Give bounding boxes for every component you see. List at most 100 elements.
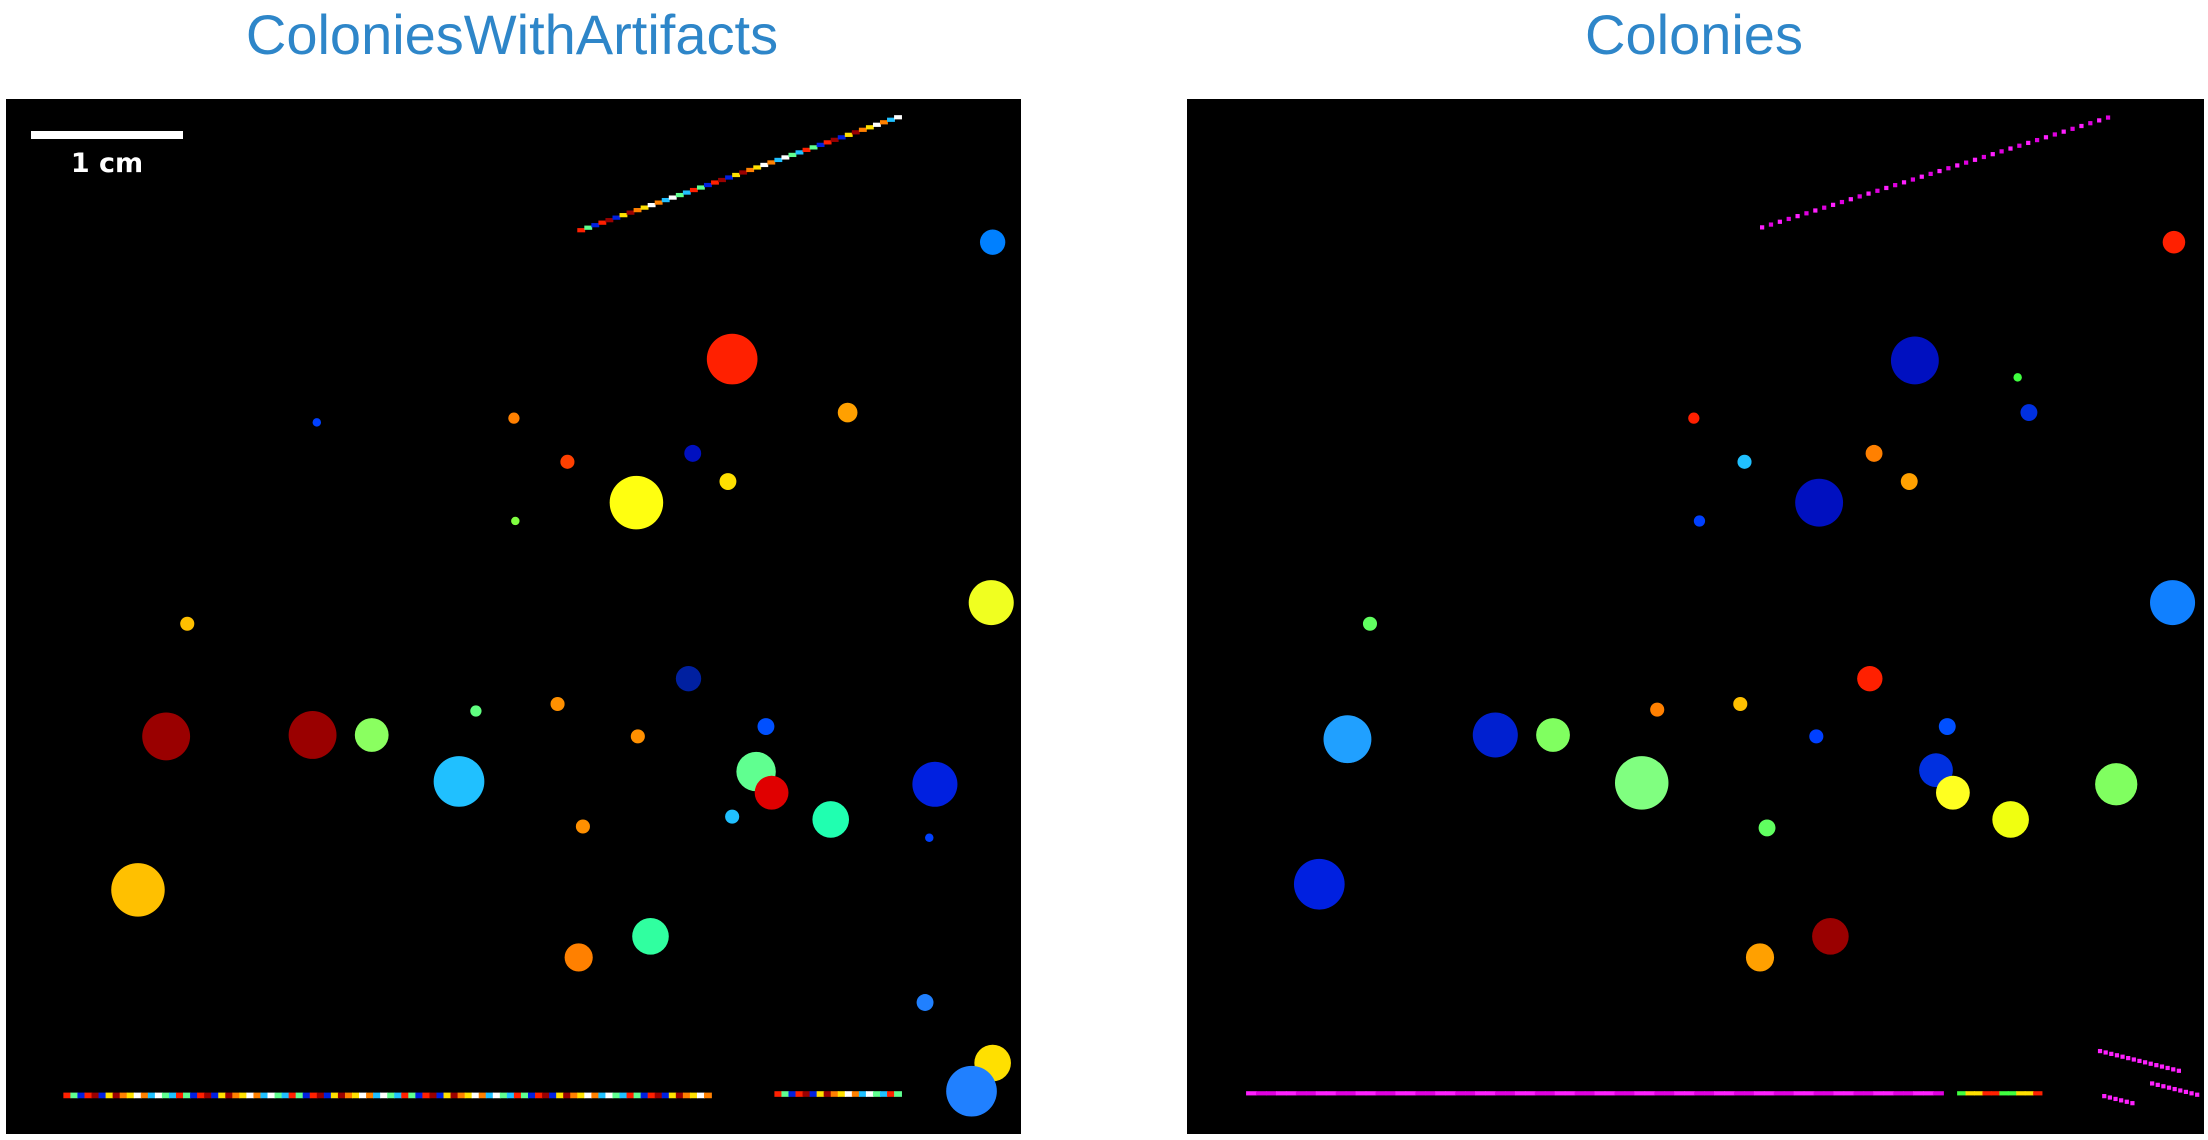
colony bbox=[429, 1092, 438, 1099]
colony bbox=[1295, 1091, 1307, 1096]
colony bbox=[1554, 1091, 1566, 1096]
colony bbox=[570, 1092, 579, 1099]
scale-bar bbox=[31, 131, 183, 139]
colony bbox=[1773, 1091, 1785, 1096]
colony bbox=[337, 1092, 346, 1099]
colony bbox=[816, 142, 825, 147]
colony bbox=[591, 1092, 600, 1099]
colony bbox=[211, 1092, 220, 1099]
colony bbox=[1293, 858, 1345, 910]
colony bbox=[457, 1092, 466, 1099]
colony bbox=[2178, 1088, 2183, 1093]
colony bbox=[2033, 1091, 2043, 1096]
colony bbox=[2124, 1099, 2129, 1104]
colony bbox=[1753, 1091, 1765, 1096]
colony bbox=[1650, 702, 1665, 717]
colony bbox=[626, 1092, 635, 1099]
colony bbox=[1813, 208, 1818, 213]
colony bbox=[2150, 1081, 2155, 1086]
colony bbox=[757, 718, 775, 735]
colony bbox=[183, 1092, 191, 1099]
colony bbox=[316, 1092, 325, 1099]
colony bbox=[640, 205, 649, 210]
colony bbox=[433, 756, 485, 807]
colony bbox=[887, 1091, 895, 1097]
colony bbox=[1999, 149, 2004, 154]
colony bbox=[2097, 118, 2102, 123]
colony bbox=[598, 1092, 607, 1099]
colony bbox=[1777, 219, 1782, 224]
colony bbox=[1743, 1091, 1755, 1096]
colony bbox=[1795, 478, 1844, 527]
colony bbox=[1536, 718, 1570, 752]
colony bbox=[654, 1092, 663, 1099]
colony bbox=[1694, 1091, 1705, 1096]
colony bbox=[1875, 188, 1880, 193]
colony bbox=[584, 225, 593, 230]
colony bbox=[1574, 1091, 1586, 1096]
colony bbox=[2113, 1096, 2118, 1102]
colony bbox=[802, 1091, 811, 1097]
colony bbox=[295, 1092, 304, 1099]
colony bbox=[1843, 1091, 1855, 1096]
colony bbox=[851, 130, 860, 135]
colony bbox=[359, 1092, 367, 1099]
colony bbox=[246, 1092, 255, 1099]
colony bbox=[84, 1092, 93, 1099]
colony bbox=[633, 1092, 642, 1099]
colony bbox=[844, 1091, 853, 1097]
colony bbox=[1830, 202, 1836, 207]
colony bbox=[682, 190, 691, 195]
colony bbox=[190, 1092, 198, 1099]
colony bbox=[640, 1092, 649, 1099]
colony bbox=[1425, 1091, 1437, 1096]
colony bbox=[1375, 1091, 1387, 1096]
colony bbox=[1494, 1091, 1506, 1096]
colony bbox=[1865, 444, 1883, 462]
colony bbox=[584, 1092, 593, 1099]
colony bbox=[1972, 157, 1978, 162]
colony bbox=[802, 147, 811, 153]
colony bbox=[1345, 1091, 1357, 1096]
colony bbox=[1913, 1091, 1924, 1096]
colony bbox=[323, 1092, 332, 1099]
colony bbox=[2159, 1064, 2165, 1069]
colony bbox=[1990, 1091, 2001, 1096]
colony bbox=[774, 1091, 783, 1097]
colony bbox=[865, 125, 874, 130]
colony bbox=[830, 137, 839, 142]
colony bbox=[2017, 143, 2022, 148]
colony bbox=[1758, 819, 1776, 837]
colony bbox=[2020, 404, 2038, 421]
colony bbox=[1955, 163, 1960, 168]
colony bbox=[330, 1092, 339, 1099]
colony bbox=[2097, 1048, 2103, 1054]
colony bbox=[1614, 1091, 1626, 1096]
colony bbox=[732, 172, 741, 178]
colony bbox=[1256, 1091, 1267, 1096]
colony bbox=[1857, 665, 1883, 692]
colony bbox=[354, 718, 389, 752]
scale-bar-label: 1 cm bbox=[71, 148, 143, 179]
colony bbox=[605, 1092, 614, 1099]
colony bbox=[575, 819, 590, 834]
colony bbox=[1634, 1091, 1646, 1096]
colony bbox=[837, 135, 846, 140]
colony bbox=[63, 1092, 72, 1099]
colony bbox=[1564, 1091, 1576, 1096]
colony bbox=[711, 180, 719, 185]
colony bbox=[1823, 1091, 1835, 1096]
colony bbox=[1999, 1091, 2009, 1096]
colony bbox=[1693, 515, 1706, 527]
colony bbox=[689, 187, 698, 193]
image-panel bbox=[1187, 99, 2204, 1134]
colony bbox=[661, 1092, 670, 1099]
colony bbox=[1365, 1091, 1377, 1096]
colony bbox=[1923, 1091, 1934, 1096]
colony bbox=[1760, 225, 1765, 230]
colony bbox=[1544, 1091, 1556, 1096]
colony bbox=[916, 994, 934, 1011]
colony bbox=[925, 833, 934, 842]
colony bbox=[1415, 1091, 1427, 1096]
colony bbox=[535, 1092, 543, 1099]
